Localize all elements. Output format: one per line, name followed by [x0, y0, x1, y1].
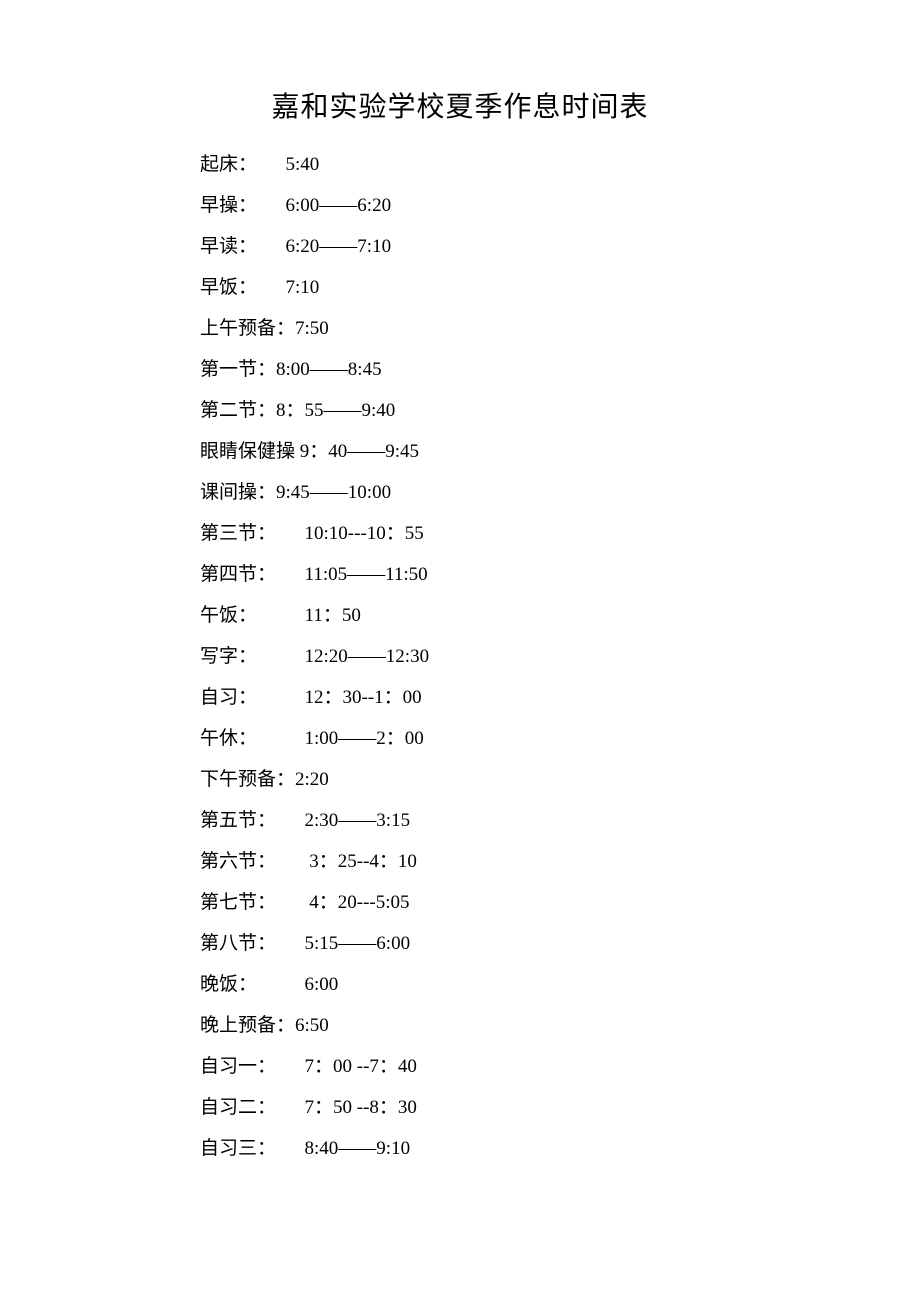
schedule-label: 上午预备： [200, 318, 295, 339]
schedule-value: 7：50 --8：30 [305, 1097, 417, 1118]
schedule-label: 下午预备： [200, 769, 295, 790]
schedule-row: 第一节：8:00——8:45 [200, 360, 720, 379]
schedule-row: 第六节： 3：25--4：10 [200, 852, 720, 871]
schedule-spacer [248, 974, 305, 995]
schedule-row: 写字： 12:20——12:30 [200, 647, 720, 666]
schedule-label: 第三节： [200, 523, 267, 544]
schedule-value: 3：25--4：10 [309, 851, 417, 872]
schedule-value: 12：30--1：00 [305, 687, 422, 708]
schedule-label: 早操： [200, 195, 248, 216]
schedule-spacer [248, 687, 305, 708]
schedule-row: 午休： 1:00——2：00 [200, 729, 720, 748]
schedule-value: 6:00 [305, 974, 339, 995]
schedule-spacer [267, 1138, 305, 1159]
schedule-row: 第八节： 5:15——6:00 [200, 934, 720, 953]
schedule-value: 5:40 [286, 154, 320, 175]
schedule-value: 8:40——9:10 [305, 1138, 411, 1159]
schedule-label: 第五节： [200, 810, 267, 831]
schedule-spacer [267, 1097, 305, 1118]
schedule-value: 10:10---10：55 [305, 523, 424, 544]
schedule-row: 第七节： 4：20---5:05 [200, 893, 720, 912]
schedule-row: 第四节： 11:05——11:50 [200, 565, 720, 584]
schedule-value: 5:15——6:00 [305, 933, 411, 954]
schedule-value: 1:00——2：00 [305, 728, 424, 749]
schedule-spacer [248, 154, 286, 175]
schedule-spacer [267, 892, 310, 913]
schedule-row: 早读： 6:20——7:10 [200, 237, 720, 256]
schedule-spacer [267, 933, 305, 954]
schedule-value: 9:45——10:00 [276, 482, 391, 503]
schedule-row: 上午预备：7:50 [200, 319, 720, 338]
schedule-spacer [248, 195, 286, 216]
schedule-row: 自习三： 8:40——9:10 [200, 1139, 720, 1158]
schedule-spacer [267, 851, 310, 872]
schedule-spacer [248, 728, 305, 749]
schedule-label: 第八节： [200, 933, 267, 954]
schedule-label: 晚上预备： [200, 1015, 295, 1036]
schedule-row: 第二节：8：55——9:40 [200, 401, 720, 420]
schedule-row: 早饭： 7:10 [200, 278, 720, 297]
schedule-value: 6:50 [295, 1015, 329, 1036]
schedule-list: 起床： 5:40 早操： 6:00——6:20 早读： 6:20——7:10 早饭： … [200, 155, 720, 1158]
schedule-label: 自习三： [200, 1138, 267, 1159]
schedule-row: 自习一： 7：00 --7：40 [200, 1057, 720, 1076]
schedule-value: 7:10 [286, 277, 320, 298]
schedule-spacer [248, 605, 305, 626]
schedule-value: 6:20——7:10 [286, 236, 392, 257]
schedule-label: 自习： [200, 687, 248, 708]
schedule-row: 自习二： 7：50 --8：30 [200, 1098, 720, 1117]
schedule-spacer [248, 277, 286, 298]
schedule-label: 第七节： [200, 892, 267, 913]
schedule-row: 起床： 5:40 [200, 155, 720, 174]
schedule-label: 课间操： [200, 482, 276, 503]
schedule-label: 眼睛保健操 [200, 441, 295, 462]
schedule-label: 自习二： [200, 1097, 267, 1118]
schedule-row: 课间操：9:45——10:00 [200, 483, 720, 502]
schedule-value: 11:05——11:50 [305, 564, 428, 585]
schedule-value: 2:30——3:15 [305, 810, 411, 831]
schedule-label: 早饭： [200, 277, 248, 298]
schedule-row: 晚上预备：6:50 [200, 1016, 720, 1035]
schedule-label: 午休： [200, 728, 248, 749]
schedule-row: 自习： 12：30--1：00 [200, 688, 720, 707]
schedule-spacer [248, 646, 305, 667]
schedule-spacer [267, 564, 305, 585]
schedule-row: 下午预备：2:20 [200, 770, 720, 789]
schedule-spacer [267, 1056, 305, 1077]
schedule-row: 眼睛保健操 9：40——9:45 [200, 442, 720, 461]
schedule-value: 12:20——12:30 [305, 646, 430, 667]
schedule-label: 起床： [200, 154, 248, 175]
schedule-label: 午饭： [200, 605, 248, 626]
schedule-label: 第六节： [200, 851, 267, 872]
schedule-value: 2:20 [295, 769, 329, 790]
schedule-spacer [267, 810, 305, 831]
schedule-value: 11：50 [305, 605, 361, 626]
schedule-value: 4：20---5:05 [309, 892, 409, 913]
schedule-label: 第四节： [200, 564, 267, 585]
schedule-row: 午饭： 11：50 [200, 606, 720, 625]
schedule-row: 早操： 6:00——6:20 [200, 196, 720, 215]
schedule-value: 8：55——9:40 [276, 400, 395, 421]
schedule-spacer [267, 523, 305, 544]
schedule-label: 第一节： [200, 359, 276, 380]
schedule-row: 晚饭： 6:00 [200, 975, 720, 994]
schedule-row: 第三节： 10:10---10：55 [200, 524, 720, 543]
schedule-label: 晚饭： [200, 974, 248, 995]
schedule-value: 8:00——8:45 [276, 359, 382, 380]
schedule-value: 7：00 --7：40 [305, 1056, 417, 1077]
schedule-label: 写字： [200, 646, 248, 667]
schedule-value: 6:00——6:20 [286, 195, 392, 216]
schedule-spacer [248, 236, 286, 257]
schedule-label: 早读： [200, 236, 248, 257]
schedule-value: 7:50 [295, 318, 329, 339]
schedule-label: 自习一： [200, 1056, 267, 1077]
page-title: 嘉和实验学校夏季作息时间表 [0, 85, 920, 125]
schedule-label: 第二节： [200, 400, 276, 421]
schedule-row: 第五节： 2:30——3:15 [200, 811, 720, 830]
schedule-value: 9：40——9:45 [295, 441, 419, 462]
